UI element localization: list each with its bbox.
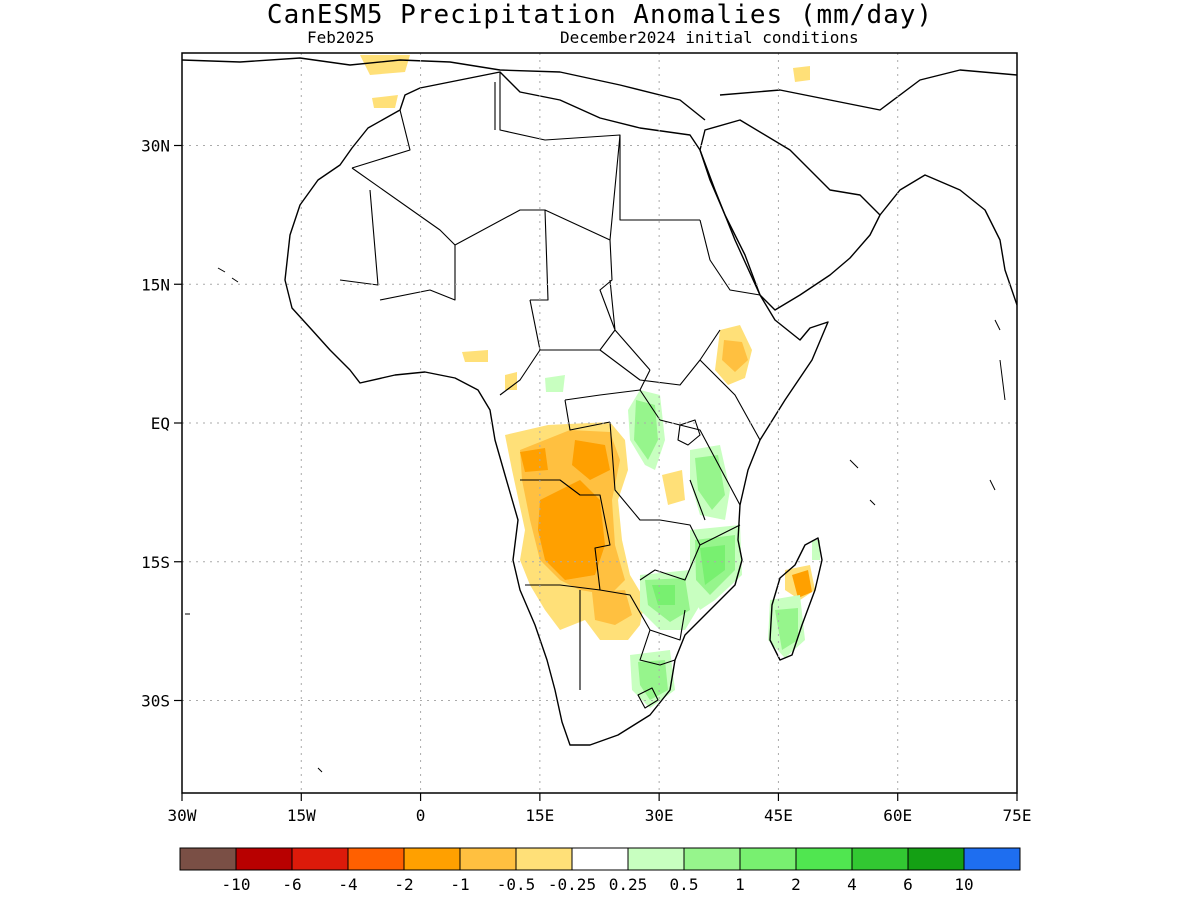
anomaly-shading: [360, 55, 820, 708]
lon-label: 75E: [1003, 806, 1032, 825]
colorbar-label: -1: [450, 875, 469, 894]
wet-region-light: [545, 375, 565, 392]
colorbar-label: -6: [282, 875, 301, 894]
map-grid: [182, 53, 1017, 793]
colorbar-label: 4: [847, 875, 857, 894]
lat-label: 15S: [141, 553, 170, 572]
colorbar-swatch: [683, 847, 741, 871]
dry-region-light: [662, 470, 685, 505]
colorbar-label: 0.25: [609, 875, 648, 894]
lat-label: 15N: [141, 275, 170, 294]
lat-label: 30S: [141, 692, 170, 711]
wet-region-strong: [652, 585, 675, 605]
lat-label: 30N: [141, 137, 170, 156]
dry-region-mid: [592, 590, 632, 625]
colorbar-swatch: [739, 847, 797, 871]
north-africa-borders: [351, 82, 761, 296]
lon-label: 30W: [168, 806, 197, 825]
colorbar-swatch: [459, 847, 517, 871]
dry-region-strong: [792, 570, 812, 598]
wet-region-mid: [638, 660, 668, 700]
dry-region-light: [505, 372, 517, 390]
dry-region-light: [360, 55, 410, 75]
colorbar-swatch: [515, 847, 573, 871]
valid-month: Feb2025: [307, 28, 375, 47]
colorbar-label: -10: [222, 875, 251, 894]
country-borders: [339, 72, 761, 690]
lon-label: 30E: [645, 806, 674, 825]
init-conditions: December2024 initial conditions: [560, 28, 859, 47]
colorbar-swatch: [235, 847, 293, 871]
colorbar-label: -4: [338, 875, 357, 894]
colorbar-swatch: [907, 847, 965, 871]
map-title: CanESM5 Precipitation Anomalies (mm/day): [266, 0, 934, 30]
colorbar-swatch: [963, 847, 1021, 871]
colorbar-label: -2: [394, 875, 413, 894]
lon-label: 60E: [883, 806, 912, 825]
dry-region-strong: [572, 440, 610, 480]
colorbar-label: -0.5: [497, 875, 536, 894]
lon-label: 15W: [287, 806, 316, 825]
colorbar-label: -0.25: [548, 875, 596, 894]
wet-region-mid: [634, 400, 658, 460]
dry-region-light: [793, 66, 810, 82]
dry-region-light: [462, 350, 488, 362]
colorbar-label: 6: [903, 875, 913, 894]
wet-region-strong: [700, 545, 725, 585]
lake-victoria: [677, 419, 701, 446]
dry-region-strong: [538, 480, 605, 580]
latitude-axis: 30N 15N EQ 15S 30S: [141, 137, 182, 711]
lon-label: 45E: [764, 806, 793, 825]
colorbar-swatch: [179, 847, 237, 871]
colorbar-label: 0.5: [670, 875, 699, 894]
colorbar-swatch: [403, 847, 461, 871]
dry-region-mid: [722, 340, 748, 372]
wet-region-light: [812, 540, 820, 560]
colorbar-swatch: [627, 847, 685, 871]
colorbar: -10 -6 -4 -2 -1 -0.5 -0.25 0.25 0.5 1 2 4 6 10: [179, 847, 1021, 894]
colorbar-swatch: [347, 847, 405, 871]
arabia-coastline: [699, 119, 881, 311]
colorbar-swatch: [571, 847, 629, 871]
dry-region-light: [372, 95, 398, 108]
colorbar-swatch: [291, 847, 349, 871]
africa-coastline: [284, 71, 829, 746]
wet-region-mid: [775, 608, 798, 650]
madagascar-coastline: [769, 537, 823, 661]
colorbar-label: 2: [791, 875, 801, 894]
colorbar-swatch: [795, 847, 853, 871]
islands: [185, 267, 1006, 773]
asia-coastline: [879, 174, 1017, 306]
lon-label: 15E: [525, 806, 554, 825]
colorbar-label: 1: [735, 875, 745, 894]
europe-coastline: [182, 57, 1017, 121]
lon-label: 0: [416, 806, 426, 825]
lat-label: EQ: [151, 414, 170, 433]
longitude-axis: 30W 15W 0 15E 30E 45E 60E 75E: [168, 793, 1032, 825]
dry-region-strong: [520, 448, 548, 472]
colorbar-label: 10: [954, 875, 973, 894]
coastlines-borders: [182, 57, 1017, 773]
wet-region-mid: [695, 455, 725, 510]
colorbar-swatch: [851, 847, 909, 871]
